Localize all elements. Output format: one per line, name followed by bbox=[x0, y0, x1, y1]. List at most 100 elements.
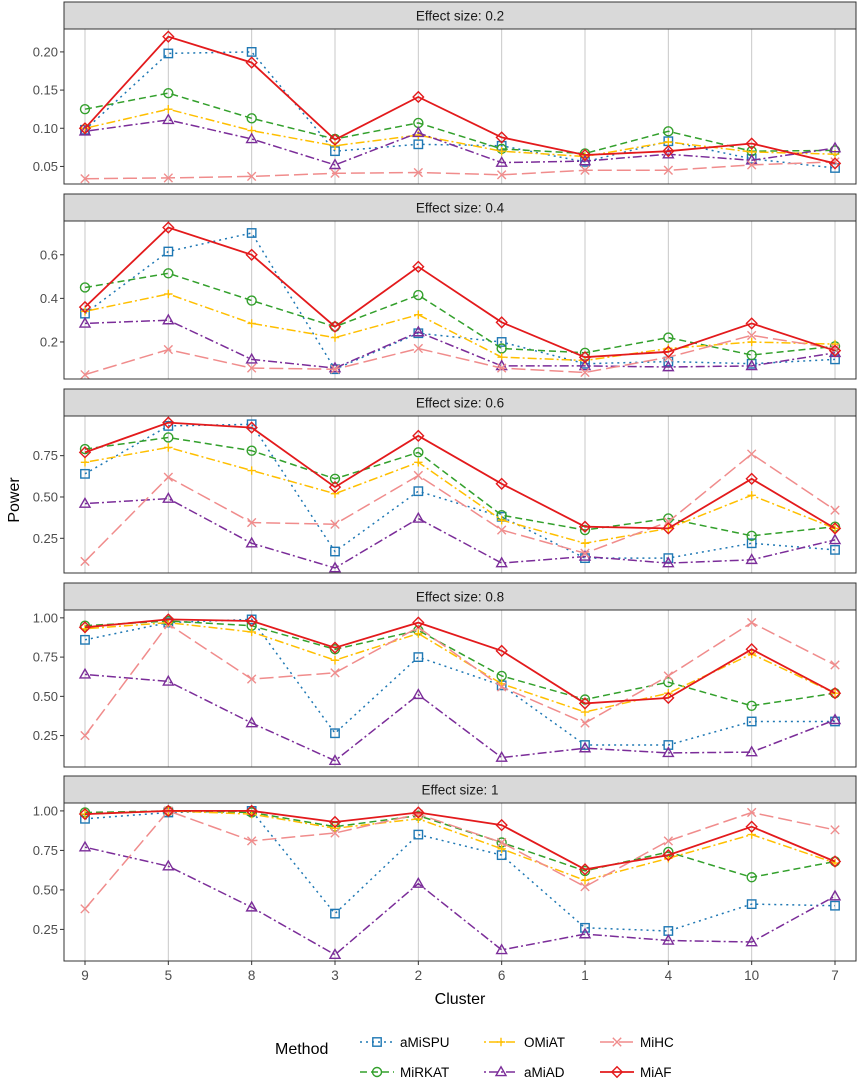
legend-title: Method bbox=[275, 1041, 328, 1058]
legend-label: MiHC bbox=[640, 1035, 674, 1050]
series-line-MiAF bbox=[84, 810, 836, 871]
y-tick-label: 0.20 bbox=[33, 44, 58, 59]
data-point-OMiAT bbox=[164, 443, 173, 452]
data-point-MiHC bbox=[746, 449, 757, 459]
data-point-aMiAD bbox=[78, 840, 92, 852]
data-point-MiHC bbox=[413, 167, 424, 178]
series-line-OMiAT bbox=[84, 810, 836, 882]
series-line-aMiAD bbox=[84, 319, 836, 369]
data-point-MiAF bbox=[412, 616, 425, 629]
legend-label: aMiSPU bbox=[400, 1035, 450, 1050]
data-point-OMiAT bbox=[164, 289, 173, 299]
legend-key-marker bbox=[372, 1037, 382, 1047]
y-tick-label: 0.15 bbox=[33, 83, 58, 98]
panel-border bbox=[63, 220, 857, 380]
legend-item-MiHC: MiHC bbox=[600, 1035, 674, 1050]
data-point-MiHC bbox=[246, 171, 257, 182]
data-point-MiHC bbox=[830, 505, 840, 515]
series-MiHC bbox=[80, 157, 840, 184]
y-tick-label: 0.75 bbox=[33, 843, 58, 858]
data-point-MiAF bbox=[662, 522, 675, 535]
data-point-aMiAD bbox=[495, 156, 508, 167]
data-point-MiAF bbox=[828, 687, 842, 700]
legend-label: aMiAD bbox=[524, 1065, 565, 1080]
data-point-aMiAD bbox=[245, 900, 258, 912]
data-point-MiAF bbox=[412, 260, 425, 273]
series-MiHC bbox=[80, 806, 840, 914]
x-axis-ticks: 9 5 8 3 2 6 1 4 10 7 bbox=[81, 961, 839, 983]
series-line-MiHC bbox=[84, 621, 836, 737]
data-point-MiAF bbox=[495, 131, 508, 144]
data-point-aMiAD bbox=[495, 943, 508, 955]
data-point-MiRKAT bbox=[246, 295, 257, 306]
data-point-OMiAT bbox=[664, 137, 673, 147]
series-OMiAT bbox=[80, 443, 840, 548]
data-point-aMiAD bbox=[412, 325, 425, 337]
data-point-aMiSPU bbox=[330, 908, 340, 919]
facet-panel-5: Effect size: 1 0.25 0.50 0.75 1.00 bbox=[33, 775, 857, 962]
data-point-MiAF bbox=[578, 697, 592, 710]
data-point-MiRKAT bbox=[663, 677, 674, 688]
data-point-MiAF bbox=[78, 446, 92, 459]
data-point-aMiAD bbox=[245, 132, 258, 144]
series-line-aMiAD bbox=[84, 497, 836, 569]
x-axis-title: Cluster bbox=[435, 991, 486, 1008]
data-point-aMiAD bbox=[245, 536, 258, 548]
data-point-MiHC bbox=[496, 682, 507, 692]
data-point-MiAF bbox=[662, 691, 675, 705]
y-tick-label: 0.50 bbox=[33, 882, 58, 897]
data-point-MiRKAT bbox=[329, 473, 341, 484]
data-point-aMiAD bbox=[162, 492, 175, 503]
data-point-aMiSPU bbox=[80, 634, 90, 645]
data-point-OMiAT bbox=[414, 629, 423, 638]
series-line-aMiSPU bbox=[84, 810, 836, 932]
data-point-aMiAD bbox=[328, 158, 342, 170]
y-tick-label: 0.05 bbox=[33, 159, 58, 174]
data-point-OMiAT bbox=[247, 627, 256, 637]
series-line-aMiAD bbox=[84, 846, 836, 956]
facet-title: Effect size: 1 bbox=[421, 783, 498, 798]
data-point-aMiSPU bbox=[580, 922, 590, 933]
series-MiAF bbox=[78, 416, 842, 535]
legend-key-marker bbox=[371, 1066, 383, 1078]
series-line-aMiSPU bbox=[84, 51, 836, 169]
data-point-aMiAD bbox=[828, 889, 842, 901]
data-point-MiAF bbox=[78, 621, 92, 634]
data-point-MiAF bbox=[162, 221, 175, 234]
series-line-aMiSPU bbox=[84, 232, 836, 371]
data-point-MiAF bbox=[245, 56, 258, 69]
data-point-MiAF bbox=[578, 863, 592, 876]
data-point-MiAF bbox=[328, 133, 342, 146]
data-point-MiAF bbox=[412, 90, 425, 104]
data-point-MiAF bbox=[745, 472, 758, 485]
data-point-aMiAD bbox=[328, 561, 342, 573]
facet-title: Effect size: 0.4 bbox=[416, 201, 505, 216]
data-point-aMiSPU bbox=[330, 728, 340, 739]
data-point-MiHC bbox=[830, 343, 840, 354]
data-point-MiHC bbox=[663, 165, 674, 175]
data-point-MiAF bbox=[662, 848, 675, 862]
data-point-MiHC bbox=[413, 470, 424, 481]
data-point-aMiSPU bbox=[663, 740, 674, 750]
data-point-MiRKAT bbox=[163, 87, 174, 99]
data-point-OMiAT bbox=[330, 333, 340, 342]
data-point-MiRKAT bbox=[79, 282, 91, 293]
data-point-aMiAD bbox=[78, 667, 92, 679]
data-point-MiRKAT bbox=[413, 289, 424, 301]
data-point-aMiSPU bbox=[246, 228, 257, 238]
data-point-OMiAT bbox=[330, 824, 340, 833]
data-point-MiAF bbox=[328, 320, 342, 333]
panel-background bbox=[64, 29, 856, 184]
data-point-MiRKAT bbox=[663, 332, 674, 343]
data-point-MiRKAT bbox=[246, 113, 257, 124]
x-tick-label: 9 bbox=[81, 968, 89, 983]
facet-title: Effect size: 0.8 bbox=[416, 590, 504, 605]
data-point-MiAF bbox=[245, 614, 258, 628]
y-axis-title: Power bbox=[6, 477, 23, 523]
data-point-OMiAT bbox=[497, 146, 506, 156]
facet-strip bbox=[63, 193, 857, 222]
data-point-MiHC bbox=[163, 472, 174, 482]
y-tick-label: 0.75 bbox=[33, 650, 58, 665]
series-MiHC bbox=[80, 449, 840, 567]
y-tick-label: 1.00 bbox=[33, 803, 58, 818]
